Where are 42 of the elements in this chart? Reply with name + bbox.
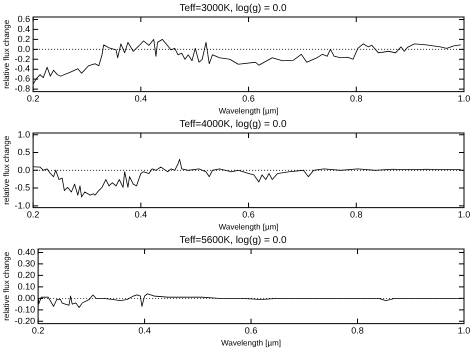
y-tick-label: 0.40	[18, 246, 36, 257]
y-tick-label: -1.0	[14, 200, 30, 210]
x-tick-label: 0.4	[134, 209, 148, 220]
y-tick-label: 0.0	[18, 44, 30, 54]
y-tick-label: 0.5	[18, 147, 30, 158]
y-tick-label: -0.8	[14, 84, 30, 94]
y-tick-label: -0.20	[14, 316, 36, 326]
x-axis-title: Wavelength [µm]	[218, 106, 278, 116]
y-axis-title: relative flux change	[2, 135, 12, 205]
y-tick-label: 0.00	[18, 292, 36, 303]
x-tick-label: 0.4	[134, 93, 148, 104]
y-tick-label: 0.10	[18, 281, 36, 292]
y-axis-title: relative flux change	[2, 251, 12, 321]
x-axis-title: Wavelength [µm]	[218, 222, 278, 232]
x-tick-label: 0.6	[242, 209, 255, 220]
y-tick-label: 0.30	[18, 258, 36, 268]
x-tick-label: 0.4	[138, 325, 151, 336]
y-tick-label: -0.4	[14, 64, 30, 74]
chart-title: Teff=5600K, log(g) = 0.0	[179, 234, 287, 246]
x-tick-label: 0.6	[244, 325, 258, 336]
y-axis-title: relative flux change	[2, 19, 12, 89]
x-tick-label: 0.8	[351, 325, 364, 336]
x-tick-label: 0.2	[32, 325, 44, 336]
y-tick-label: 0.4	[18, 24, 30, 34]
y-tick-label: 1.0	[18, 129, 30, 140]
chart-title: Teff=4000K, log(g) = 0.0	[179, 118, 287, 130]
x-tick-label: 1.0	[458, 325, 470, 336]
x-tick-label: 0.8	[350, 209, 363, 220]
y-tick-label: 0.2	[18, 34, 30, 44]
x-axis-title: Wavelength [µm]	[221, 338, 281, 348]
y-tick-label: 0.6	[18, 14, 30, 24]
y-tick-label: 0.20	[18, 270, 36, 280]
y-tick-label: -0.5	[14, 182, 30, 193]
x-tick-label: 1.0	[458, 209, 470, 220]
x-tick-label: 0.6	[242, 93, 255, 104]
x-tick-label: 1.0	[458, 93, 470, 104]
chart-title: Teff=3000K, log(g) = 0.0	[179, 2, 287, 14]
y-tick-label: -0.6	[14, 74, 30, 84]
x-tick-label: 0.8	[350, 93, 363, 104]
y-tick-label: -0.2	[14, 54, 30, 64]
y-tick-label: -0.10	[14, 304, 36, 314]
y-tick-label: 0.0	[18, 164, 30, 175]
